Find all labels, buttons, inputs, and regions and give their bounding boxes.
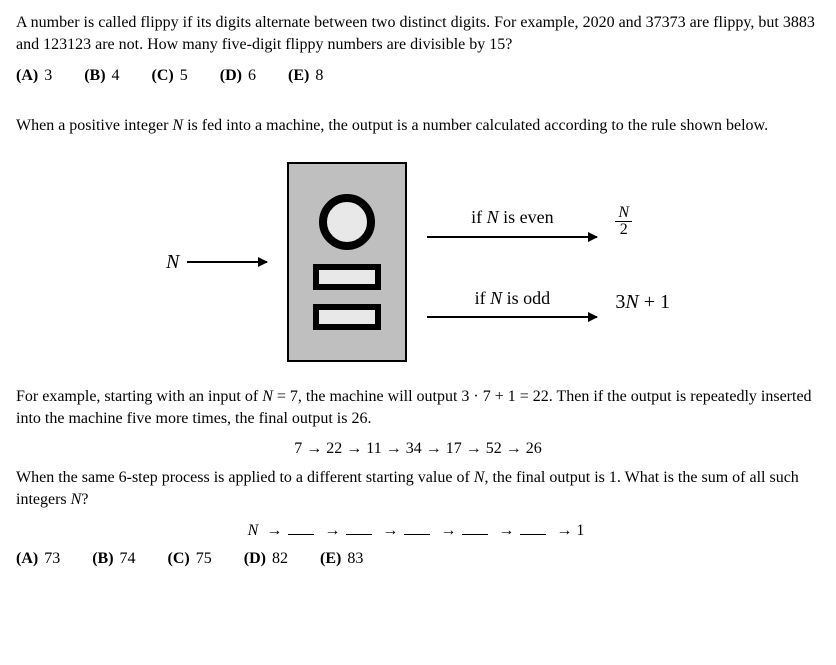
q1-choice-e[interactable]: (E) 8: [288, 65, 323, 87]
q1-ex1: 2020: [583, 14, 615, 31]
q2-eq2: 3 · 7 + 1 = 22: [461, 388, 548, 405]
q1-choices: (A) 3 (B) 4 (C) 5 (D) 6 (E) 8: [16, 65, 820, 87]
q2-choices: (A) 73 (B) 74 (C) 75 (D) 82 (E) 83: [16, 548, 820, 570]
choice-label: (A): [16, 65, 38, 87]
frac-den: 2: [617, 222, 631, 238]
rect-icon: [313, 264, 381, 290]
q2-para3-N2: N: [71, 491, 82, 508]
choice-value: 5: [180, 65, 188, 87]
q1-text-mid2: are flippy, but: [686, 14, 783, 31]
q1-choice-a[interactable]: (A) 3: [16, 65, 52, 87]
q2-chain: 7 → 22 → 11 → 34 → 17 → 52 → 26: [16, 438, 820, 460]
q1-text-mid4: are not. How many five-digit flippy numb…: [91, 36, 489, 53]
q1-divisor: 15: [489, 36, 505, 53]
choice-value: 83: [347, 548, 363, 570]
blank-icon: [462, 521, 488, 535]
q1-text-mid3: and: [16, 36, 43, 53]
even-label-mid: is even: [499, 207, 554, 227]
q2-26: 26: [351, 410, 367, 427]
odd-label-pre: if: [475, 288, 491, 308]
q2-intro-pre: When a positive integer: [16, 117, 172, 134]
choice-value: 73: [44, 548, 60, 570]
q2-para3: When the same 6-step process is applied …: [16, 467, 820, 512]
q2-para3-mid1: -step process is applied to a different …: [127, 469, 474, 486]
q1-text-pre: A number is called flippy if its digits …: [16, 14, 583, 31]
choice-value: 74: [120, 548, 136, 570]
odd-N: N: [490, 288, 502, 308]
blank-icon: [404, 521, 430, 535]
q2-para2-mid1: , the machine will output: [298, 388, 462, 405]
diagram-outputs: if N is even N2 if N is odd 3N + 1: [427, 205, 670, 318]
even-label-pre: if: [471, 207, 487, 227]
odd-label: if N is odd: [475, 286, 551, 312]
q2-six: 6: [119, 469, 127, 486]
even-label: if N is even: [471, 205, 554, 231]
machine-icon: [287, 162, 407, 362]
choice-label: (E): [288, 65, 309, 87]
choice-value: 75: [196, 548, 212, 570]
odd-label-mid: is odd: [502, 288, 550, 308]
blank-icon: [288, 521, 314, 535]
arrow-right-icon: [187, 261, 267, 263]
choice-label: (A): [16, 548, 38, 570]
q2-para2-pre: For example, starting with an input of: [16, 388, 262, 405]
choice-label: (C): [168, 548, 190, 570]
input-label: N: [166, 248, 179, 276]
choice-value: 8: [315, 65, 323, 87]
even-N: N: [487, 207, 499, 227]
q1-choice-d[interactable]: (D) 6: [220, 65, 256, 87]
q2-para2-end: .: [367, 410, 371, 427]
q1-stem: A number is called flippy if its digits …: [16, 12, 820, 57]
even-output: if N is even N2: [427, 205, 670, 238]
odd-expr-N: N: [625, 291, 638, 313]
q1-ex3: 3883: [783, 14, 815, 31]
circle-icon: [319, 194, 375, 250]
blank-icon: [346, 521, 372, 535]
q2-intro-post: is fed into a machine, the output is a n…: [183, 117, 768, 134]
choice-value: 3: [44, 65, 52, 87]
blank-chain-N: N: [248, 522, 259, 539]
even-expr: N2: [615, 205, 632, 238]
q2-para3-N: N: [474, 469, 485, 486]
q2-para3-end: ?: [81, 491, 88, 508]
q2-para3-pre: When the same: [16, 469, 119, 486]
choice-label: (D): [244, 548, 266, 570]
q2-para3-mid2: , the final output is: [484, 469, 608, 486]
q1-choice-c[interactable]: (C) 5: [152, 65, 188, 87]
q2-choice-a[interactable]: (A) 73: [16, 548, 60, 570]
choice-label: (B): [84, 65, 105, 87]
diagram-input: N: [166, 248, 267, 276]
q2-para2: For example, starting with an input of N…: [16, 386, 820, 431]
choice-label: (C): [152, 65, 174, 87]
q2-intro: When a positive integer N is fed into a …: [16, 115, 820, 137]
q1-text-mid1: and: [615, 14, 646, 31]
q1-ex4: 123123: [43, 36, 91, 53]
q2-N-var: N: [172, 117, 183, 134]
q1-text-end: ?: [505, 36, 512, 53]
odd-output: if N is odd 3N + 1: [427, 286, 670, 318]
choice-label: (E): [320, 548, 341, 570]
q2-choice-d[interactable]: (D) 82: [244, 548, 288, 570]
choice-value: 4: [112, 65, 120, 87]
machine-diagram: N if N is even N2 if N is odd: [16, 162, 820, 362]
choice-value: 6: [248, 65, 256, 87]
choice-value: 82: [272, 548, 288, 570]
q2-choice-e[interactable]: (E) 83: [320, 548, 363, 570]
q2-blank-chain: N → → → → → → 1: [16, 520, 820, 542]
q2-choice-b[interactable]: (B) 74: [92, 548, 135, 570]
arrow-right-icon: [427, 236, 597, 238]
blank-icon: [520, 521, 546, 535]
choice-label: (D): [220, 65, 242, 87]
blank-chain-final: → 1: [556, 522, 584, 539]
q2-choice-c[interactable]: (C) 75: [168, 548, 212, 570]
q2-eq1: N = 7: [262, 388, 298, 405]
odd-expr: 3N + 1: [615, 288, 670, 316]
q1-ex2: 37373: [646, 14, 686, 31]
rect-icon: [313, 304, 381, 330]
q2-one: 1: [609, 469, 617, 486]
frac-num: N: [615, 205, 632, 222]
arrow-right-icon: [427, 316, 597, 318]
q1-choice-b[interactable]: (B) 4: [84, 65, 119, 87]
choice-label: (B): [92, 548, 113, 570]
